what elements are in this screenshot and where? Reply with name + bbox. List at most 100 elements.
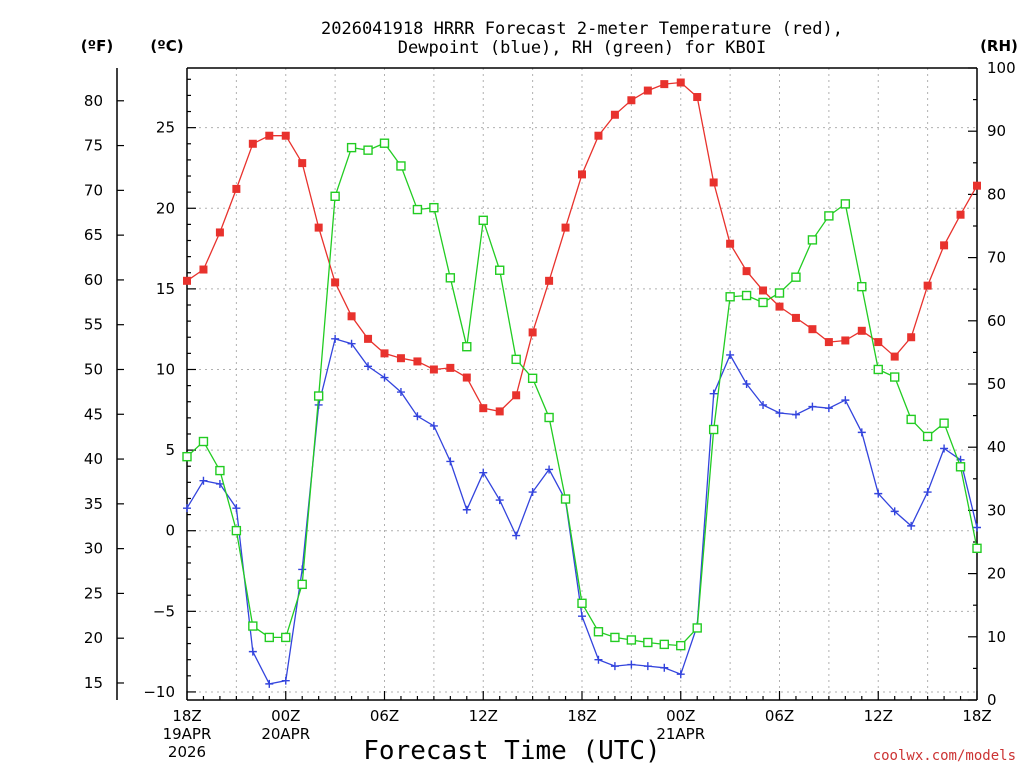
rh-point bbox=[231, 525, 242, 536]
dewpoint-point bbox=[479, 468, 488, 477]
x-axis-title: Forecast Time (UTC) bbox=[363, 736, 660, 766]
rh-point bbox=[363, 145, 373, 155]
fahrenheit-unit-label: (ºF) bbox=[81, 37, 113, 55]
rh-tick-label: 20 bbox=[987, 565, 1006, 583]
2-meter-temperature-point bbox=[446, 363, 455, 372]
2-meter-temperature-point bbox=[808, 325, 817, 334]
celsius-tick-label: 20 bbox=[156, 199, 175, 217]
time-tick-label: 21APR bbox=[656, 725, 705, 743]
celsius-tick-label: 5 bbox=[165, 441, 175, 459]
2-meter-temperature-point bbox=[281, 131, 290, 140]
time-tick-label: 12Z bbox=[469, 707, 498, 725]
2-meter-temperature-point bbox=[907, 333, 916, 342]
dewpoint-point bbox=[215, 479, 224, 488]
2-meter-temperature-point bbox=[660, 80, 669, 89]
rh-point bbox=[297, 579, 307, 590]
dewpoint-point bbox=[462, 505, 471, 514]
2-meter-temperature-point bbox=[347, 312, 356, 321]
rh-point bbox=[495, 265, 505, 275]
dewpoint-point bbox=[298, 565, 307, 574]
rh-point bbox=[692, 623, 702, 633]
2-meter-temperature-point bbox=[380, 349, 389, 358]
dewpoint-point bbox=[248, 647, 257, 656]
rh-point bbox=[643, 637, 653, 648]
rh-tick-label: 90 bbox=[987, 122, 1006, 140]
dewpoint-point bbox=[347, 339, 356, 348]
dewpoint-point bbox=[676, 670, 685, 679]
celsius-unit-label: (ºC) bbox=[150, 37, 183, 55]
rh-point bbox=[873, 364, 883, 375]
rh-point bbox=[922, 431, 933, 442]
dewpoint-point bbox=[841, 396, 850, 405]
2-meter-temperature-point bbox=[248, 139, 257, 148]
rh-point bbox=[429, 202, 439, 213]
rh-point bbox=[560, 494, 571, 504]
dewpoint-point bbox=[907, 521, 916, 530]
dewpoint-point bbox=[610, 662, 619, 671]
dewpoint-point bbox=[331, 334, 340, 343]
2-meter-temperature-point bbox=[973, 181, 981, 190]
rh-point bbox=[198, 436, 209, 447]
dewpoint-point bbox=[923, 488, 932, 497]
fahrenheit-tick-label: 45 bbox=[84, 405, 103, 423]
2-meter-temperature-point bbox=[314, 223, 323, 232]
2-meter-temperature-point bbox=[791, 313, 800, 322]
2-meter-temperature-point bbox=[775, 302, 784, 311]
dewpoint-point bbox=[183, 504, 191, 513]
rh-point bbox=[248, 621, 258, 631]
fahrenheit-tick-label: 40 bbox=[84, 450, 103, 468]
fahrenheit-tick-label: 30 bbox=[84, 540, 103, 558]
celsius-tick-label: 10 bbox=[156, 360, 175, 378]
2-meter-temperature-point bbox=[512, 391, 521, 400]
chart-title-line1: 2026041918 HRRR Forecast 2-meter Tempera… bbox=[321, 19, 843, 39]
dewpoint-point bbox=[578, 612, 586, 621]
fahrenheit-tick-label: 55 bbox=[84, 316, 103, 334]
dewpoint-point bbox=[808, 402, 817, 411]
rh-point bbox=[758, 297, 768, 308]
time-tick-label: 20APR bbox=[261, 725, 310, 743]
dewpoint-point bbox=[973, 523, 981, 532]
2-meter-temperature-point bbox=[742, 267, 751, 276]
dewpoint-point bbox=[742, 380, 751, 388]
2-meter-temperature-point bbox=[429, 365, 438, 374]
rh-point bbox=[511, 354, 521, 365]
rh-point bbox=[379, 138, 390, 148]
rh-point bbox=[725, 292, 735, 302]
dewpoint-point bbox=[791, 410, 800, 419]
dewpoint-point bbox=[759, 400, 768, 409]
2-meter-temperature-point bbox=[693, 93, 702, 102]
2-meter-temperature-point bbox=[199, 265, 208, 274]
rh-unit-label: (RH) bbox=[980, 37, 1018, 55]
time-tick-label: 18Z bbox=[172, 707, 201, 725]
2-meter-temperature-point bbox=[857, 326, 866, 335]
rh-point bbox=[857, 281, 867, 292]
rh-point bbox=[741, 290, 752, 301]
rh-tick-label: 10 bbox=[987, 628, 1006, 646]
fahrenheit-tick-label: 20 bbox=[84, 629, 103, 647]
dewpoint-point bbox=[627, 660, 636, 669]
time-tick-label: 19APR bbox=[163, 725, 212, 743]
dewpoint-point bbox=[890, 507, 899, 516]
dewpoint-point bbox=[232, 504, 241, 513]
time-tick-label: 00Z bbox=[271, 707, 300, 725]
2-meter-temperature-point bbox=[413, 357, 422, 366]
rh-point bbox=[445, 273, 456, 283]
2-meter-temperature-point bbox=[265, 131, 274, 140]
2-meter-temperature-point bbox=[331, 278, 340, 287]
2-meter-temperature-point bbox=[298, 159, 307, 168]
dewpoint-point bbox=[364, 362, 373, 371]
dewpoint-point bbox=[512, 531, 521, 540]
celsius-tick-label: −5 bbox=[153, 602, 175, 620]
fahrenheit-tick-label: 35 bbox=[84, 495, 103, 513]
rh-tick-label: 80 bbox=[987, 185, 1006, 203]
2-meter-temperature-point bbox=[874, 338, 883, 347]
dewpoint-point bbox=[446, 457, 455, 466]
rh-tick-label: 0 bbox=[987, 691, 997, 709]
rh-tick-label: 30 bbox=[987, 501, 1006, 519]
dewpoint-point bbox=[643, 662, 652, 671]
2-meter-temperature-point bbox=[462, 373, 471, 382]
rh-point bbox=[791, 272, 801, 282]
2-meter-temperature-point bbox=[643, 86, 652, 95]
2-meter-temperature-point bbox=[396, 354, 405, 363]
